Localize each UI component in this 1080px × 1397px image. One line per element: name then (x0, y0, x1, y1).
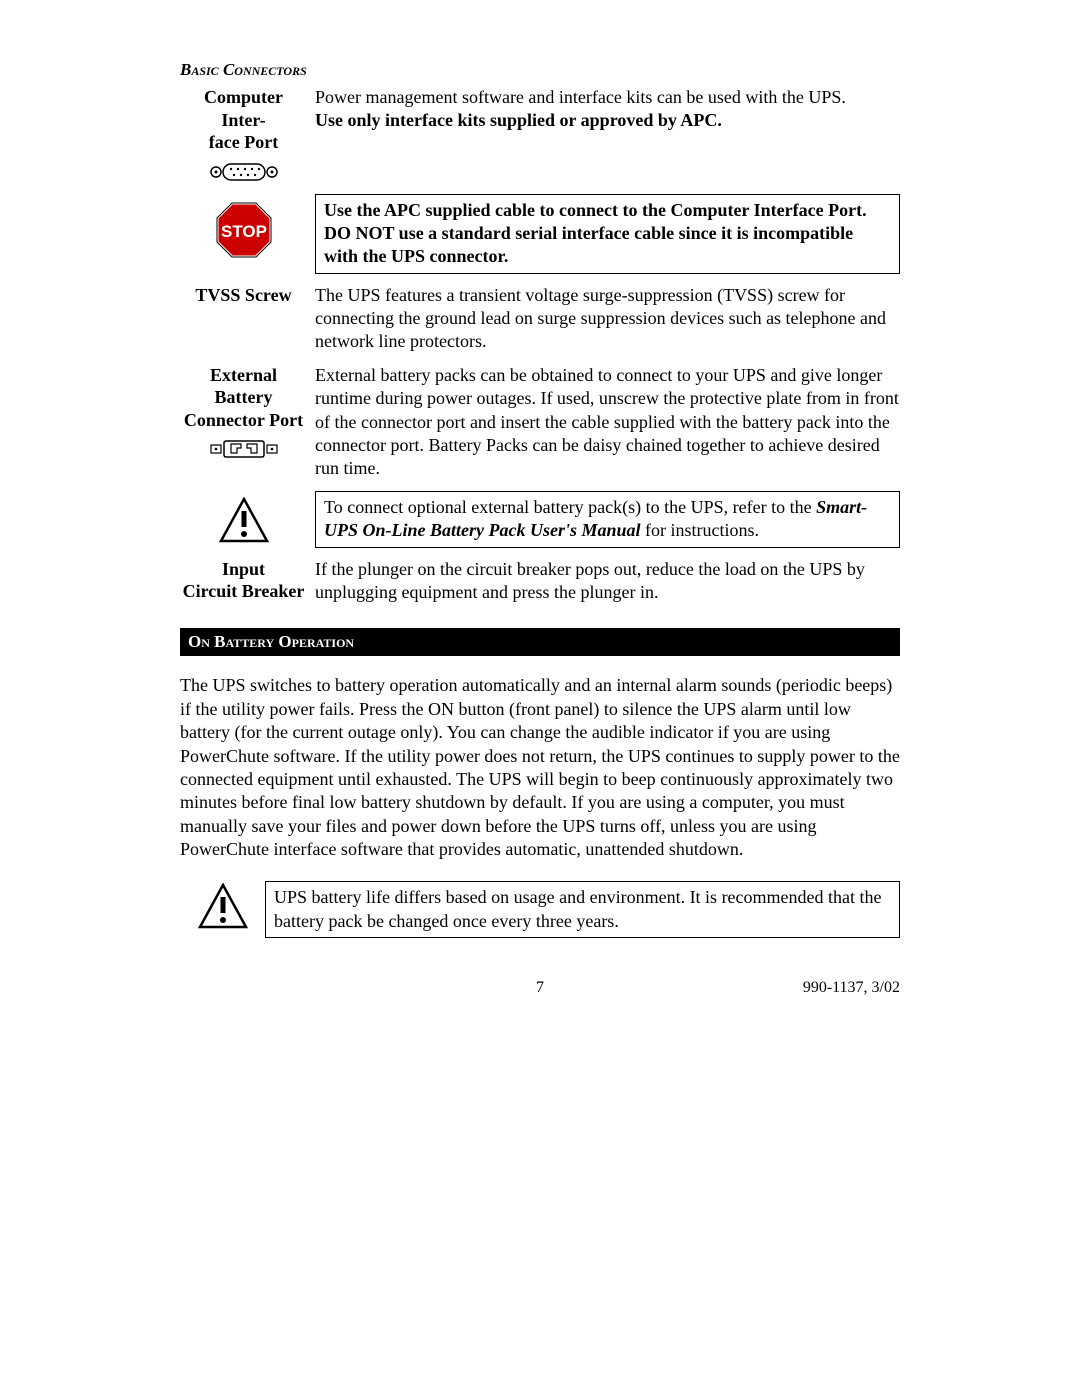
label-tvss: TVSS Screw (180, 284, 315, 354)
label-computer-interface: Computer Inter- face Port (180, 86, 315, 184)
svg-text:STOP: STOP (221, 222, 267, 241)
battery-connector-icon (180, 437, 307, 461)
stop-sign-icon: STOP (180, 200, 307, 260)
row-stop-warning: STOP Use the APC supplied cable to conne… (180, 194, 900, 274)
desc-ext-battery-note: To connect optional external battery pac… (315, 491, 900, 548)
label-text: Input Circuit Breaker (180, 558, 307, 603)
pre-text: To connect optional external battery pac… (324, 497, 816, 517)
page-footer: 7 990-1137, 3/02 (180, 979, 900, 997)
text: If the plunger on the circuit breaker po… (315, 559, 865, 602)
post-text: for instructions. (641, 520, 760, 540)
battery-operation-paragraph: The UPS switches to battery operation au… (180, 674, 900, 861)
caution-triangle-icon (180, 881, 265, 929)
caution-icon-col (180, 491, 315, 548)
bold-text: Use only interface kits supplied or appr… (315, 110, 722, 130)
caution-triangle-icon (180, 497, 307, 543)
page-number: 7 (536, 979, 544, 997)
row-tvss: TVSS Screw The UPS features a transient … (180, 284, 900, 354)
desc-tvss: The UPS features a transient voltage sur… (315, 284, 900, 354)
row-computer-interface: Computer Inter- face Port Power manageme… (180, 86, 900, 184)
battery-life-note-text: UPS battery life differs based on usage … (265, 881, 900, 938)
page-content: Basic Connectors Computer Inter- face Po… (0, 0, 1080, 938)
stop-icon-col: STOP (180, 194, 315, 274)
text: External battery packs can be obtained t… (315, 365, 899, 479)
battery-life-note: UPS battery life differs based on usage … (180, 881, 900, 938)
section-title-connectors: Basic Connectors (180, 60, 900, 80)
doc-id: 990-1137, 3/02 (803, 979, 900, 997)
label-ext-battery: External Battery Connector Port (180, 364, 315, 481)
desc-stop-warning: Use the APC supplied cable to connect to… (315, 194, 900, 274)
desc-computer-interface: Power management software and interface … (315, 86, 900, 184)
row-ext-battery-note: To connect optional external battery pac… (180, 491, 900, 548)
serial-port-icon (180, 160, 307, 184)
label-text: Computer Inter- face Port (180, 86, 307, 154)
label-breaker: Input Circuit Breaker (180, 558, 315, 605)
row-breaker: Input Circuit Breaker If the plunger on … (180, 558, 900, 605)
label-text: External Battery Connector Port (180, 364, 307, 432)
desc-ext-battery: External battery packs can be obtained t… (315, 364, 900, 481)
text: Power management software and interface … (315, 87, 846, 107)
label-text: TVSS Screw (180, 284, 307, 307)
text: The UPS features a transient voltage sur… (315, 285, 886, 352)
bold-text: Use the APC supplied cable to connect to… (324, 200, 867, 267)
section-title-battery: On Battery Operation (180, 628, 900, 656)
row-ext-battery: External Battery Connector Port External… (180, 364, 900, 481)
desc-breaker: If the plunger on the circuit breaker po… (315, 558, 900, 605)
